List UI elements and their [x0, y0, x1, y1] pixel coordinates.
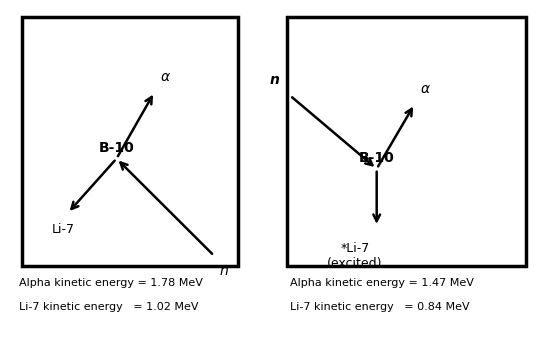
- Text: Li-7 kinetic energy   = 1.02 MeV: Li-7 kinetic energy = 1.02 MeV: [19, 302, 198, 312]
- Text: Li-7 kinetic energy   = 0.84 MeV: Li-7 kinetic energy = 0.84 MeV: [290, 302, 469, 312]
- Bar: [22, 17, 238, 266]
- Text: $\alpha$: $\alpha$: [160, 70, 171, 84]
- Text: $\alpha$: $\alpha$: [420, 82, 431, 96]
- Text: Alpha kinetic energy = 1.78 MeV: Alpha kinetic energy = 1.78 MeV: [19, 278, 203, 288]
- Text: n: n: [269, 73, 279, 87]
- Bar: [287, 17, 526, 266]
- Text: Alpha kinetic energy = 1.47 MeV: Alpha kinetic energy = 1.47 MeV: [290, 278, 474, 288]
- Text: n: n: [220, 264, 228, 278]
- Text: B-10: B-10: [99, 141, 134, 155]
- Text: B-10: B-10: [359, 151, 395, 165]
- Text: Li-7: Li-7: [51, 223, 74, 236]
- Text: *Li-7
(excited): *Li-7 (excited): [327, 242, 383, 270]
